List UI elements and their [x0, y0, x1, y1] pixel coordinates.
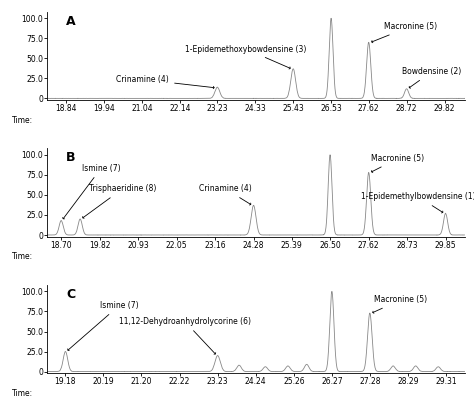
- Text: Crinamine (4): Crinamine (4): [199, 184, 252, 205]
- Text: Bowdensine (2): Bowdensine (2): [402, 67, 462, 88]
- Text: C: C: [66, 288, 75, 301]
- Text: 11,12-Dehydroanhydrolycorine (6): 11,12-Dehydroanhydrolycorine (6): [119, 317, 251, 354]
- Text: Time:: Time:: [12, 252, 33, 262]
- Text: Macronine (5): Macronine (5): [372, 22, 437, 43]
- Text: Trisphaeridine (8): Trisphaeridine (8): [83, 184, 156, 218]
- Text: Macronine (5): Macronine (5): [372, 154, 425, 173]
- Text: Crinamine (4): Crinamine (4): [116, 75, 214, 89]
- Text: 1-Epidemethylbowdensine (1): 1-Epidemethylbowdensine (1): [361, 193, 474, 213]
- Text: A: A: [66, 15, 76, 27]
- Text: Time:: Time:: [12, 389, 33, 397]
- Text: Macronine (5): Macronine (5): [373, 295, 428, 313]
- Text: Ismine (7): Ismine (7): [63, 164, 120, 219]
- Text: Ismine (7): Ismine (7): [68, 301, 138, 351]
- Text: 1-Epidemethoxybowdensine (3): 1-Epidemethoxybowdensine (3): [185, 44, 307, 69]
- Text: B: B: [66, 151, 76, 164]
- Text: Time:: Time:: [12, 116, 33, 125]
